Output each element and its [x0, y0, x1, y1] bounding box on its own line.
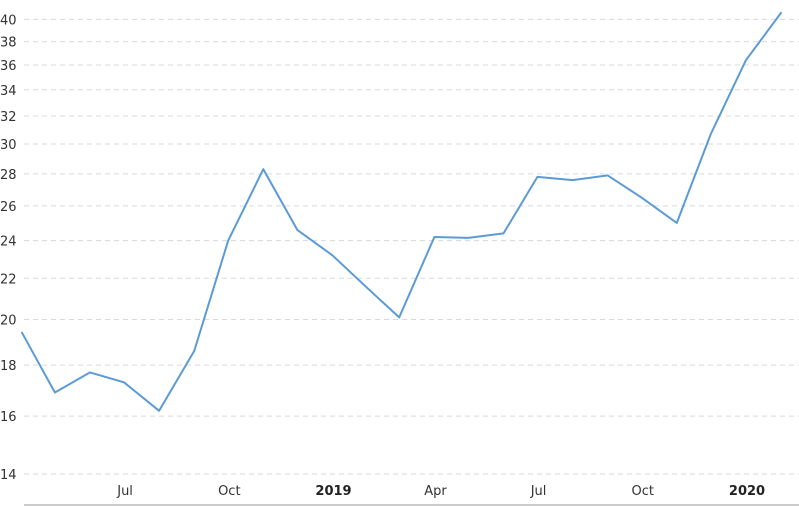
data-point[interactable]: [430, 233, 438, 241]
x-tick-label: Jul: [530, 484, 547, 499]
y-tick-label: 40: [0, 13, 17, 28]
y-tick-label: 34: [0, 84, 17, 99]
x-tick-label: Oct: [632, 484, 654, 499]
data-point[interactable]: [259, 165, 267, 173]
x-tick-label: 2020: [729, 484, 765, 499]
data-point[interactable]: [533, 173, 541, 181]
data-point[interactable]: [569, 176, 577, 184]
y-tick-label: 14: [0, 468, 17, 483]
x-tick-label: Oct: [218, 484, 240, 499]
data-point[interactable]: [777, 9, 785, 17]
y-tick-label: 18: [0, 359, 17, 374]
data-point[interactable]: [190, 347, 198, 355]
series-line: [21, 11, 782, 412]
data-point[interactable]: [155, 407, 163, 415]
data-point[interactable]: [86, 368, 94, 376]
data-point[interactable]: [395, 313, 403, 321]
y-tick-label: 24: [0, 235, 17, 250]
data-point[interactable]: [51, 388, 59, 396]
y-tick-label: 28: [0, 168, 17, 183]
y-tick-label: 22: [0, 272, 17, 287]
data-point[interactable]: [18, 329, 26, 337]
data-point[interactable]: [499, 229, 507, 237]
data-point[interactable]: [638, 194, 646, 202]
y-tick-label: 38: [0, 36, 17, 51]
y-tick-label: 36: [0, 59, 17, 74]
grid-lines: [24, 18, 799, 475]
y-tick-label: 16: [0, 410, 17, 425]
series-group: [18, 9, 785, 415]
x-axis: Jul Oct 2019 Apr Jul Oct 2020: [116, 484, 765, 499]
x-tick-label: Jul: [116, 484, 133, 499]
x-tick-label: Apr: [424, 484, 447, 499]
data-point[interactable]: [673, 219, 681, 227]
data-point[interactable]: [742, 56, 750, 64]
data-point[interactable]: [328, 251, 336, 259]
data-point[interactable]: [293, 226, 301, 234]
y-tick-label: 32: [0, 110, 17, 125]
y-tick-label: 20: [0, 314, 17, 329]
y-tick-label: 30: [0, 138, 17, 153]
data-point[interactable]: [464, 234, 472, 242]
y-axis: 14 16 18 20 22 24 26 28 30 32 34 36 38 40: [0, 13, 17, 483]
y-tick-label: 26: [0, 200, 17, 215]
data-point[interactable]: [120, 378, 128, 386]
data-point[interactable]: [707, 130, 715, 138]
x-tick-label: 2019: [315, 484, 351, 499]
data-point[interactable]: [364, 284, 372, 292]
data-point[interactable]: [604, 171, 612, 179]
data-point[interactable]: [224, 237, 232, 245]
